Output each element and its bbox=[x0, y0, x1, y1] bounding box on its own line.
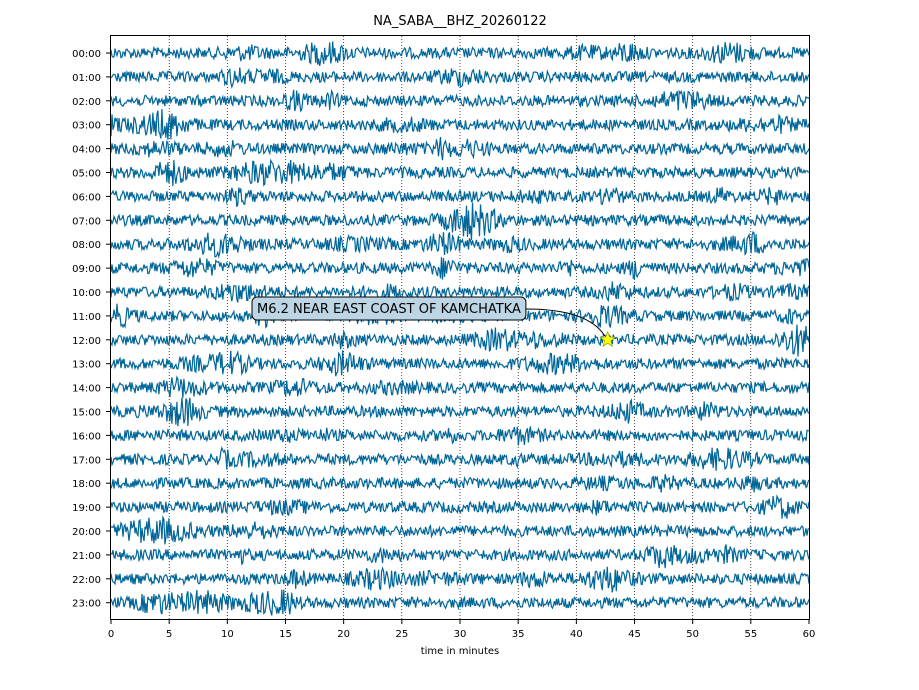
y-tick-label: 13:00 bbox=[72, 360, 101, 371]
x-tick-label: 30 bbox=[454, 629, 467, 640]
trace-row bbox=[110, 108, 810, 140]
annotation-text: M6.2 NEAR EAST COAST OF KAMCHATKA bbox=[257, 302, 521, 317]
x-axis: 0 5 10 15 20 25 30 35 40 45 50 55 60 bbox=[108, 620, 816, 640]
trace-row bbox=[110, 67, 810, 89]
trace-row bbox=[110, 515, 810, 545]
y-tick-label: 17:00 bbox=[72, 455, 101, 466]
trace-row bbox=[110, 186, 810, 208]
y-tick-label: 14:00 bbox=[72, 384, 101, 395]
trace-row bbox=[110, 158, 810, 187]
x-axis-label: time in minutes bbox=[421, 646, 500, 657]
y-tick-label: 01:00 bbox=[72, 73, 101, 84]
y-tick-label: 20:00 bbox=[72, 527, 101, 538]
x-tick-label: 15 bbox=[279, 629, 292, 640]
x-tick-label: 20 bbox=[337, 629, 350, 640]
trace-row bbox=[110, 230, 810, 259]
y-tick-label: 21:00 bbox=[72, 551, 101, 562]
trace-row bbox=[110, 397, 810, 427]
trace-row bbox=[110, 324, 810, 357]
trace-row bbox=[110, 566, 810, 593]
x-tick-label: 35 bbox=[512, 629, 525, 640]
y-tick-label: 09:00 bbox=[72, 264, 101, 275]
seismogram-traces bbox=[110, 41, 810, 616]
y-tick-label: 22:00 bbox=[72, 575, 101, 586]
trace-row bbox=[110, 445, 810, 471]
annotation-arrow bbox=[525, 308, 606, 337]
y-tick-label: 02:00 bbox=[72, 97, 101, 108]
y-tick-label: 15:00 bbox=[72, 408, 101, 419]
y-tick-label: 12:00 bbox=[72, 336, 101, 347]
y-tick-label: 08:00 bbox=[72, 240, 101, 251]
y-tick-label: 00:00 bbox=[72, 49, 101, 60]
trace-row bbox=[110, 544, 810, 569]
trace-row bbox=[110, 41, 810, 67]
trace-row bbox=[110, 426, 810, 446]
y-tick-label: 10:00 bbox=[72, 288, 101, 299]
event-star-marker bbox=[599, 330, 617, 347]
trace-row bbox=[110, 493, 810, 519]
event-annotation: M6.2 NEAR EAST COAST OF KAMCHATKA bbox=[251, 296, 617, 347]
trace-row bbox=[110, 88, 810, 113]
x-tick-label: 5 bbox=[166, 629, 172, 640]
y-tick-label: 11:00 bbox=[72, 312, 101, 323]
x-tick-label: 45 bbox=[628, 629, 641, 640]
vertical-gridlines bbox=[168, 36, 752, 619]
x-tick-label: 40 bbox=[570, 629, 583, 640]
annotation-box bbox=[251, 296, 527, 321]
trace-row bbox=[110, 589, 810, 616]
plot-frame bbox=[110, 35, 810, 620]
y-tick-label: 06:00 bbox=[72, 192, 101, 203]
y-tick-label: 07:00 bbox=[72, 216, 101, 227]
y-tick-label: 18:00 bbox=[72, 479, 101, 490]
trace-row bbox=[110, 136, 810, 161]
y-tick-label: 16:00 bbox=[72, 431, 101, 442]
y-tick-label: 19:00 bbox=[72, 503, 101, 514]
trace-row bbox=[110, 474, 810, 493]
x-tick-label: 0 bbox=[108, 629, 114, 640]
trace-row bbox=[110, 202, 810, 240]
trace-row bbox=[110, 281, 810, 303]
y-tick-label: 03:00 bbox=[72, 121, 101, 132]
trace-row bbox=[110, 257, 810, 280]
y-tick-label: 05:00 bbox=[72, 169, 101, 180]
x-tick-label: 25 bbox=[395, 629, 408, 640]
y-axis: 00:00 01:00 02:00 03:00 04:00 05:00 06:00 07:00… bbox=[72, 49, 110, 610]
x-tick-label: 60 bbox=[803, 629, 816, 640]
y-tick-label: 23:00 bbox=[72, 599, 101, 610]
x-tick-label: 10 bbox=[221, 629, 234, 640]
x-tick-label: 55 bbox=[744, 629, 757, 640]
y-tick-label: 04:00 bbox=[72, 145, 101, 156]
trace-row bbox=[110, 349, 810, 377]
chart-title: NA_SABA__BHZ_20260122 bbox=[373, 14, 547, 29]
x-tick-label: 50 bbox=[686, 629, 699, 640]
trace-row bbox=[110, 375, 810, 398]
